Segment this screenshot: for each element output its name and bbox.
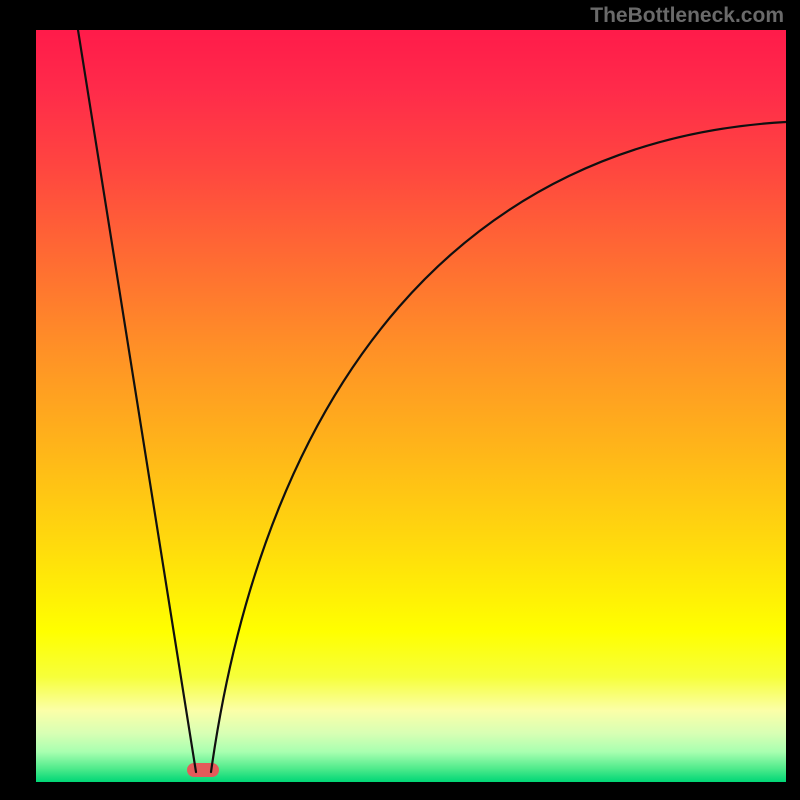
watermark-text: TheBottleneck.com <box>590 4 784 28</box>
data-curve <box>36 30 786 782</box>
chart-plot-area <box>36 30 786 782</box>
